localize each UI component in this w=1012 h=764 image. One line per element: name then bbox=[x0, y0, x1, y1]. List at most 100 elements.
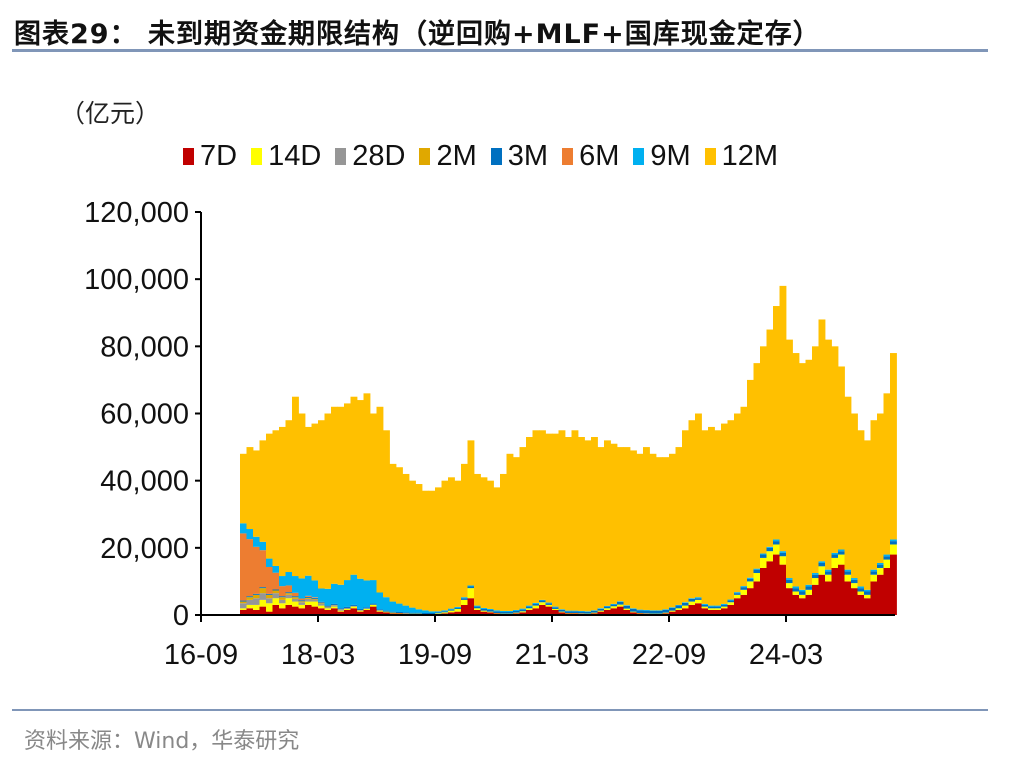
bar-segment-3m-2021-03 bbox=[552, 607, 559, 609]
bar-segment-7d-2024-10 bbox=[831, 567, 839, 615]
bar-segment-14d-2024-10 bbox=[831, 557, 839, 568]
bar-segment-7d-2020-03 bbox=[474, 609, 481, 615]
bar-segment-12m-2023-10 bbox=[753, 363, 761, 569]
bar-segment-9m-2018-06 bbox=[337, 584, 345, 609]
bar-segment-12m-2017-05 bbox=[253, 450, 260, 537]
bar-segment-7d-2023-04 bbox=[714, 609, 722, 615]
bar-segment-12m-2018-07 bbox=[344, 403, 351, 581]
bar-segment-7d-2022-10 bbox=[675, 609, 683, 615]
bar-segment-3m-2022-09 bbox=[669, 607, 676, 611]
bar-segment-14d-2017-07 bbox=[266, 603, 273, 612]
bar-segment-28d-2018-03 bbox=[318, 603, 325, 606]
bar-segment-7d-2021-01 bbox=[539, 604, 546, 615]
bar-segment-9m-2017-11 bbox=[292, 576, 299, 593]
bar-segment-3m-2018-11 bbox=[370, 603, 377, 605]
bar-segment-14d-2023-06 bbox=[727, 602, 735, 605]
bar-segment-12m-2018-04 bbox=[324, 413, 332, 589]
bar-segment-12m-2021-04 bbox=[558, 430, 566, 610]
bar-segment-12m-2023-01 bbox=[695, 413, 702, 598]
bar-segment-12m-2022-04 bbox=[636, 453, 644, 610]
bar-segment-9m-2022-02 bbox=[623, 605, 631, 606]
bar-segment-3m-2019-06 bbox=[415, 612, 423, 614]
bar-segment-14d-2024-08 bbox=[818, 566, 826, 575]
bar-segment-3m-2024-12 bbox=[844, 571, 852, 575]
bar-segment-12m-2021-11 bbox=[604, 440, 611, 606]
bar-segment-9m-2022-08 bbox=[662, 609, 670, 610]
bar-segment-9m-2025-04 bbox=[870, 569, 878, 572]
bar-segment-12m-2021-09 bbox=[591, 437, 598, 611]
bar-segment-3m-2023-03 bbox=[708, 606, 715, 609]
bar-segment-14d-2023-09 bbox=[747, 581, 754, 589]
bar-segment-9m-2018-11 bbox=[370, 580, 377, 604]
bar-segment-7d-2017-06 bbox=[259, 606, 267, 615]
unit-label: （亿元） bbox=[60, 99, 161, 128]
bar-segment-7d-2023-08 bbox=[740, 594, 748, 615]
bar-segment-9m-2021-10 bbox=[597, 608, 605, 609]
bar-segment-14d-2025-07 bbox=[890, 544, 897, 555]
bar-segment-14d-2023-04 bbox=[714, 608, 722, 610]
bar-segment-3m-2022-01 bbox=[617, 601, 624, 605]
bar-segment-9m-2022-04 bbox=[636, 609, 644, 611]
bar-segment-3m-2024-01 bbox=[773, 541, 780, 545]
bar-segment-7d-2021-12 bbox=[610, 608, 618, 615]
bar-segment-7d-2021-11 bbox=[604, 609, 611, 615]
bar-segment-12m-2020-05 bbox=[487, 480, 494, 609]
bar-segment-28d-2018-02 bbox=[311, 599, 319, 602]
bar-segment-3m-2023-06 bbox=[727, 600, 735, 603]
bar-segment-3m-2025-06 bbox=[883, 556, 891, 560]
bar-segment-28d-2017-05 bbox=[253, 598, 260, 605]
bar-segment-12m-2020-10 bbox=[519, 447, 527, 609]
bar-segment-12m-2017-10 bbox=[285, 420, 293, 573]
bar-segment-14d-2018-03 bbox=[318, 605, 325, 609]
legend-item-3m: 3M bbox=[490, 140, 548, 173]
x-tick-label: 24-03 bbox=[749, 639, 823, 671]
bar-segment-14d-2019-02 bbox=[389, 612, 397, 614]
bar-segment-14d-2017-12 bbox=[298, 604, 306, 609]
bar-segment-9m-2024-05 bbox=[799, 589, 806, 592]
bar-segment-12m-2024-01 bbox=[773, 306, 780, 540]
bar-segment-12m-2019-02 bbox=[389, 463, 397, 602]
legend-item-6m: 6M bbox=[562, 140, 619, 173]
bar-segment-12m-2022-03 bbox=[630, 450, 637, 609]
bar-segment-12m-2024-10 bbox=[831, 346, 839, 553]
bar-segment-2m-2017-11 bbox=[292, 597, 299, 599]
bar-segment-14d-2023-03 bbox=[708, 608, 715, 610]
bar-segment-9m-2024-11 bbox=[838, 549, 845, 552]
bar-segment-7d-2020-05 bbox=[487, 612, 494, 615]
x-tick-label: 19-09 bbox=[398, 639, 472, 671]
bar-segment-3m-2024-10 bbox=[831, 554, 839, 558]
bar-segment-14d-2017-09 bbox=[279, 603, 286, 609]
bar-segment-3m-2021-02 bbox=[545, 603, 553, 605]
bar-segment-7d-2021-10 bbox=[597, 611, 605, 615]
bar-segment-7d-2025-03 bbox=[864, 598, 871, 615]
bar-segment-14d-2019-09 bbox=[435, 613, 442, 614]
axes: 0 20,000 40,000 60,000 80,000 100,000 120,000 1… bbox=[84, 197, 895, 671]
bar-segment-3m-2025-02 bbox=[857, 588, 865, 592]
bar-segment-9m-2023-01 bbox=[695, 597, 702, 599]
bar-segment-14d-2021-01 bbox=[539, 602, 546, 605]
bar-segment-9m-2023-09 bbox=[747, 577, 754, 579]
bar-segment-12m-2021-07 bbox=[578, 437, 585, 611]
bar-segment-12m-2021-06 bbox=[571, 430, 579, 611]
bar-segment-3m-2019-04 bbox=[402, 612, 410, 614]
bar-segment-3m-2020-06 bbox=[493, 611, 501, 613]
bar-segment-7d-2023-12 bbox=[766, 561, 774, 615]
bar-segment-7d-2020-10 bbox=[519, 612, 527, 615]
bar-segment-28d-2018-08 bbox=[350, 605, 358, 607]
bar-segment-7d-2017-04 bbox=[246, 608, 254, 615]
bar-segment-3m-2020-05 bbox=[487, 609, 494, 612]
legend-swatch bbox=[419, 148, 431, 165]
bar-segment-9m-2025-03 bbox=[864, 589, 871, 592]
bar-segment-9m-2019-08 bbox=[428, 611, 436, 613]
bar-segment-7d-2017-12 bbox=[298, 608, 306, 615]
bar-segment-28d-2018-10 bbox=[363, 608, 371, 609]
bar-segment-14d-2023-05 bbox=[721, 606, 728, 609]
bar-segment-9m-2019-10 bbox=[441, 610, 449, 612]
bar-segment-9m-2017-08 bbox=[272, 565, 280, 573]
bar-segment-3m-2017-03 bbox=[240, 600, 247, 602]
x-tick-label: 21-03 bbox=[515, 639, 589, 671]
bar-segment-9m-2020-12 bbox=[532, 602, 540, 604]
bar-segment-7d-2020-11 bbox=[526, 609, 533, 615]
bar-segment-14d-2022-12 bbox=[688, 601, 696, 605]
bar-segment-14d-2021-03 bbox=[552, 608, 559, 610]
